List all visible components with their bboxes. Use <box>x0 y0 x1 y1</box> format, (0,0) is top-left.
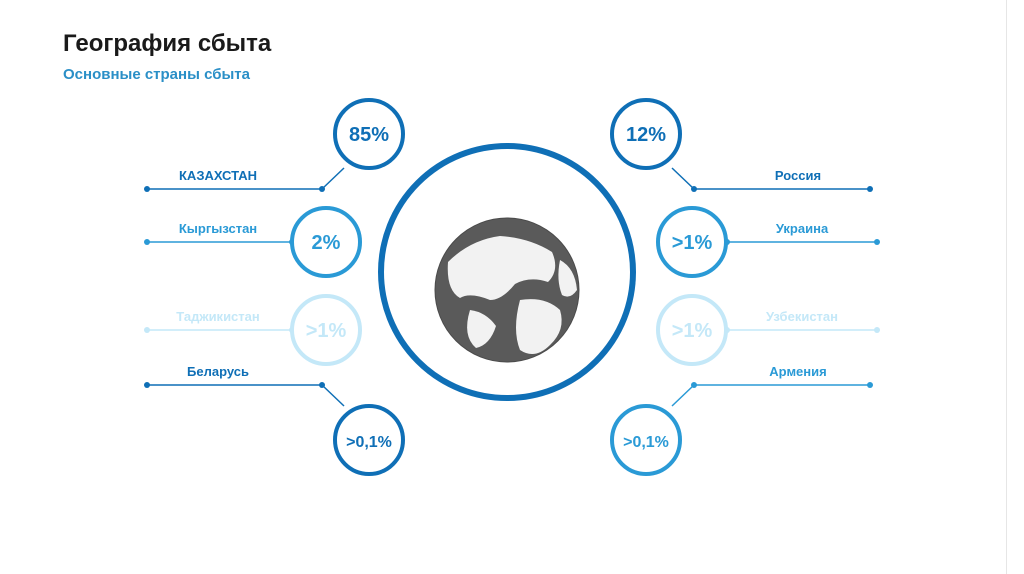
country-label: Беларусь <box>187 364 249 379</box>
value-circle <box>610 98 682 170</box>
country-item: Беларусь >0,1% <box>144 364 405 476</box>
country-label: Узбекистан <box>766 309 838 324</box>
country-item: Таджикистан >1% <box>144 294 362 366</box>
country-label: Россия <box>775 168 821 183</box>
value-label: >1% <box>672 232 713 254</box>
value-label: 12% <box>626 124 666 146</box>
value-label: >1% <box>306 320 347 342</box>
value-circle <box>333 404 405 476</box>
value-label: >1% <box>672 320 713 342</box>
connector-elbow <box>321 167 345 190</box>
value-circle <box>333 98 405 170</box>
connector-dot <box>144 239 150 245</box>
connector-dot <box>874 239 880 245</box>
connector-elbow <box>671 167 695 190</box>
globe-icon <box>434 217 580 363</box>
connector-dot <box>144 186 150 192</box>
country-item: Армения >0,1% <box>610 364 873 476</box>
value-label: 2% <box>312 232 341 254</box>
connector-dot <box>144 382 150 388</box>
country-item: Россия 12% <box>610 98 873 192</box>
value-circle <box>290 206 362 278</box>
connector-elbow <box>321 384 345 407</box>
value-label: >0,1% <box>346 434 392 451</box>
value-label: 85% <box>349 124 389 146</box>
connector-dot <box>867 186 873 192</box>
country-item: Узбекистан >1% <box>656 294 880 366</box>
value-circle <box>290 294 362 366</box>
country-label: Кыргызстан <box>179 221 257 236</box>
value-circle <box>610 404 682 476</box>
connector-dot <box>867 382 873 388</box>
page-title: География сбыта <box>63 30 272 57</box>
connector-elbow <box>671 384 695 407</box>
connector-dot <box>144 327 150 333</box>
country-label: КАЗАХСТАН <box>179 168 257 183</box>
country-item: Кыргызстан 2% <box>144 206 362 278</box>
connector-dot <box>874 327 880 333</box>
country-item: Украина >1% <box>656 206 880 278</box>
page-subtitle: Основные страны сбыта <box>63 66 250 83</box>
value-label: >0,1% <box>623 434 669 451</box>
value-circle <box>656 206 728 278</box>
country-label: Таджикистан <box>176 309 259 324</box>
country-item: КАЗАХСТАН 85% <box>144 98 405 192</box>
value-circle <box>656 294 728 366</box>
central-ring <box>378 143 636 401</box>
country-label: Украина <box>776 221 829 236</box>
page-border <box>1006 0 1007 574</box>
country-label: Армения <box>769 364 826 379</box>
